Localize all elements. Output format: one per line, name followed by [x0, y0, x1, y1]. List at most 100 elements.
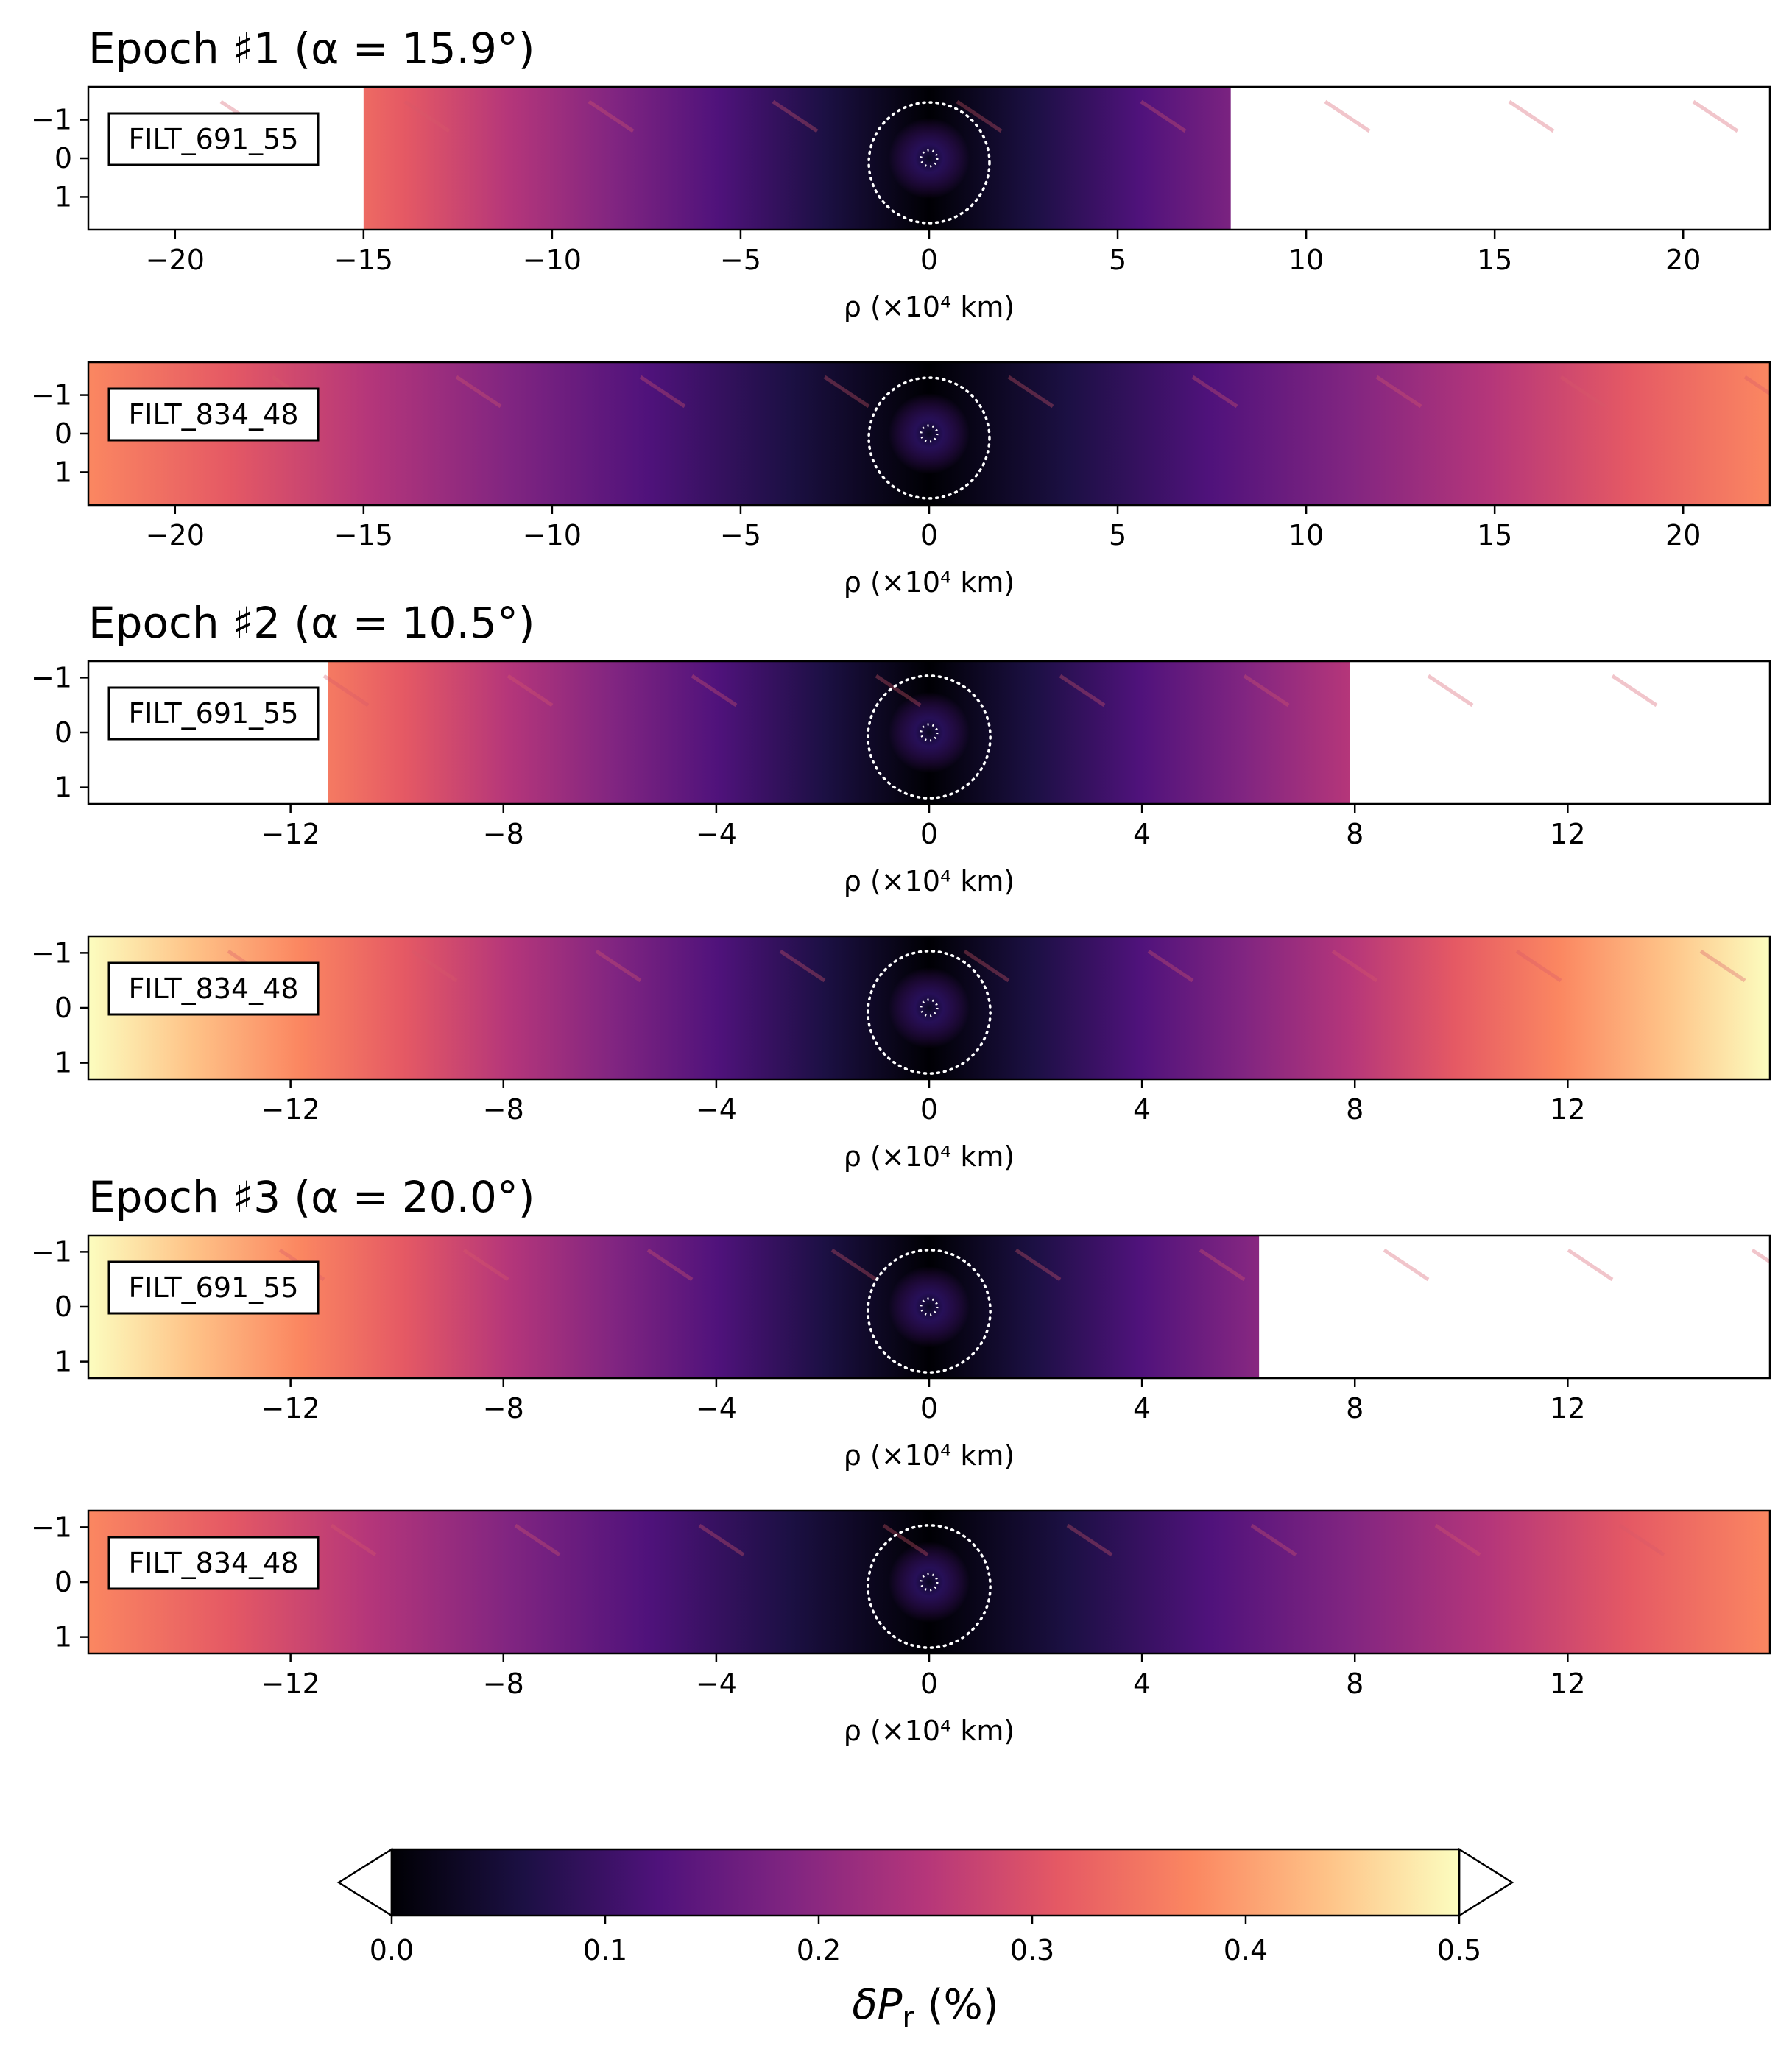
y-tick-label: 1: [54, 456, 72, 488]
colorbar: 0.0 0.1 0.2 0.3 0.4 0.5 δPr (%): [336, 1847, 1514, 2035]
polarization-map: [88, 661, 1770, 804]
outer-aperture: [867, 1524, 992, 1649]
colorbar-label: δPr (%): [852, 1981, 998, 2035]
map-right-half: [929, 362, 1770, 505]
star-trail: [1066, 1523, 1113, 1557]
star-trail: [1567, 1248, 1614, 1282]
panel-1: Epoch ♯1 (α = 15.9°)FILT_691_55−101−20 −1…: [31, 24, 1771, 323]
star-trail: [507, 674, 554, 707]
nucleus-core: [889, 967, 970, 1048]
x-tick-label: 5: [1109, 244, 1126, 276]
star-trail: [1515, 949, 1562, 983]
y-tick-label: 0: [54, 142, 72, 174]
x-axis-label: ρ (×10⁴ km): [844, 865, 1015, 897]
y-tick-label: 0: [54, 417, 72, 450]
inner-aperture: [920, 998, 939, 1017]
x-axis-label: ρ (×10⁴ km): [844, 566, 1015, 599]
x-tick-label: −12: [261, 1093, 320, 1126]
y-tick-label: −1: [31, 379, 72, 412]
x-tick-label: 0: [920, 1093, 938, 1126]
x-tick-label: 20: [1665, 519, 1701, 551]
x-tick-label: 12: [1550, 1667, 1585, 1700]
x-tick-label: 15: [1477, 244, 1512, 276]
x-tick-label: 10: [1288, 244, 1324, 276]
star-trail: [1618, 1523, 1665, 1557]
star-trail: [823, 375, 870, 409]
x-tick-label: 0: [920, 519, 938, 551]
panel-3: Epoch ♯2 (α = 10.5°) FILT_691_55 −1 0 1 −12 −8…: [31, 598, 1771, 897]
polarization-map: [88, 362, 1770, 505]
y-tick-label: 1: [54, 1621, 72, 1654]
colorbar-frame: [390, 1848, 1461, 1917]
colorbar-label-sub: r: [902, 2001, 914, 2035]
y-tick-label: 1: [54, 180, 72, 213]
colorbar-tick-label: 0.0: [370, 1934, 414, 1966]
colorbar-tick-label: 0.4: [1224, 1934, 1268, 1966]
polarization-map: [88, 87, 1770, 230]
star-trail: [882, 1523, 929, 1557]
x-tick-label: 12: [1550, 818, 1585, 850]
colorbar-tick-label: 0.2: [797, 1934, 841, 1966]
x-tick-label: −12: [261, 818, 320, 850]
star-trail: [1375, 375, 1422, 409]
y-tick-label: 0: [54, 992, 72, 1024]
filter-label-box: [107, 387, 320, 442]
star-trail: [322, 674, 370, 707]
panel-5: Epoch ♯3 (α = 20.0°) FILT_691_55 −1 0 1 −12 −8…: [31, 1172, 1771, 1472]
y-tick-label: −1: [31, 936, 72, 969]
x-tick-label: 8: [1346, 1392, 1364, 1425]
star-trail: [1140, 99, 1187, 133]
y-tick-label: −1: [31, 661, 72, 694]
star-trail: [956, 99, 1003, 133]
nucleus-core: [889, 1542, 970, 1623]
x-tick-label: −4: [696, 1392, 737, 1425]
filter-label: FILT_691_55: [107, 686, 320, 741]
x-tick-label: −15: [334, 519, 393, 551]
epoch-title: Epoch ♯2 (α = 10.5°): [88, 598, 535, 648]
x-tick-label: 0: [920, 1392, 938, 1425]
outer-aperture: [867, 101, 991, 225]
filter-label: FILT_691_55: [107, 112, 320, 166]
filter-label-box: [107, 961, 320, 1016]
filter-label: FILT_834_48: [107, 1536, 320, 1590]
panel-2: FILT_834_48−101−20 −15 −10 −5 0 5 10 15 20ρ (×10…: [31, 361, 1771, 599]
x-tick-label: 12: [1550, 1093, 1585, 1126]
star-trail: [1250, 1523, 1297, 1557]
filter-label-text: FILT_834_48: [128, 398, 298, 431]
star-trail: [462, 1248, 509, 1282]
x-tick-label: 8: [1346, 1093, 1364, 1126]
x-tick-label: −5: [720, 244, 761, 276]
y-tick-label: −1: [31, 104, 72, 136]
x-tick-label: 15: [1477, 519, 1512, 551]
y-tick-label: 1: [54, 1346, 72, 1378]
filter-label-text: FILT_691_55: [128, 123, 298, 155]
filter-label-box: [107, 1260, 320, 1315]
colorbar-label-main: δP: [852, 1981, 902, 2029]
star-trail: [830, 1248, 878, 1282]
star-trail: [639, 375, 686, 409]
star-trail: [1611, 674, 1658, 707]
map-right-half: [929, 1511, 1770, 1654]
filter-label-box: [107, 686, 320, 741]
map-right-half: [929, 1235, 1260, 1378]
star-trail: [514, 1523, 561, 1557]
star-trail: [1751, 1248, 1770, 1265]
star-trail: [588, 99, 635, 133]
filter-label: FILT_834_48: [107, 387, 320, 442]
star-trail: [411, 949, 458, 983]
inner-aperture: [920, 1297, 939, 1316]
star-trail: [691, 674, 738, 707]
star-trail: [1699, 949, 1746, 983]
map-left-half: [328, 661, 929, 804]
inner-aperture: [920, 424, 939, 443]
star-trail: [595, 949, 642, 983]
star-trail: [963, 949, 1010, 983]
colorbar-tick-label: 0.3: [1010, 1934, 1054, 1966]
colorbar-tick-label: 0.1: [583, 1934, 627, 1966]
outer-aperture: [867, 674, 992, 800]
filter-label-text: FILT_834_48: [128, 1547, 298, 1579]
x-tick-label: 4: [1133, 1392, 1151, 1425]
map-right-half: [929, 936, 1770, 1079]
star-trail: [1383, 1248, 1430, 1282]
inner-aperture: [920, 149, 939, 168]
